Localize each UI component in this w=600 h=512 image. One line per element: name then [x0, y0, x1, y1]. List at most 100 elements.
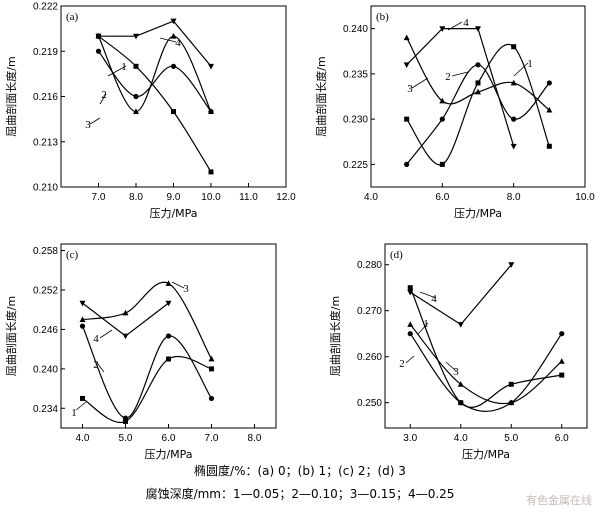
y-tick-label: 0.225: [343, 160, 368, 171]
x-tick-label: 5.0: [119, 433, 133, 444]
series-2-label: 2: [101, 89, 107, 101]
series-2-point: [559, 331, 565, 337]
x-tick-label: 3.0: [403, 433, 417, 444]
series-3-point: [439, 97, 446, 104]
x-tick-label: 10.0: [201, 192, 221, 203]
series-1-point: [123, 418, 128, 424]
series-4-point: [439, 26, 446, 32]
series-3-point: [546, 106, 553, 113]
y-tick-label: 0.240: [33, 364, 58, 375]
series-1-point: [475, 80, 481, 86]
y-tick-label: 0.219: [33, 47, 58, 58]
series-1-leader: [513, 62, 529, 77]
series-2-point: [546, 80, 552, 86]
series-4-point: [79, 300, 86, 307]
x-tick-label: 4.0: [364, 192, 378, 203]
series-3-point: [510, 79, 517, 86]
y-tick-label: 0.213: [33, 137, 58, 148]
y-tick-label: 0.250: [357, 398, 382, 409]
watermark: 有色金属在线: [526, 494, 592, 507]
y-tick-label: 0.216: [33, 92, 58, 103]
x-axis-label: 压力/MPa: [144, 448, 192, 461]
series-2-line: [81, 325, 212, 419]
series-4-line: [406, 28, 515, 147]
x-axis-label: 压力/MPa: [149, 207, 197, 220]
x-tick-label: 5.0: [504, 433, 518, 444]
series-4-point: [475, 26, 481, 32]
panel-label: (a): [66, 11, 79, 23]
series-2-point: [511, 116, 517, 122]
series-4-leader: [99, 329, 113, 339]
panel-d: 3.0 4.0 5.0 6.0 0.250 0.260 0.270 0.280 压力/MPa 屈曲…: [328, 243, 588, 461]
y-tick-label: 0.235: [343, 69, 368, 80]
plot-frame: [384, 243, 588, 429]
series-3-line: [409, 324, 563, 405]
y-axis-label: 屈曲剖面长度/m: [314, 56, 328, 136]
series-4-leader: [159, 37, 177, 43]
x-tick-label: 9.0: [167, 192, 181, 203]
series-4-point: [403, 62, 410, 69]
series-1-point: [209, 366, 214, 372]
series-1-line: [409, 287, 562, 408]
series-2-point: [95, 48, 102, 54]
series-3-point: [208, 355, 215, 362]
series-1-point: [511, 44, 517, 50]
series-1-point: [508, 381, 514, 387]
series-4-point: [165, 300, 172, 307]
series-3-point: [403, 34, 410, 41]
x-axis-label: 压力/MPa: [462, 448, 510, 461]
series-4-label: 4: [93, 333, 99, 345]
series-3-label: 3: [453, 366, 459, 378]
series-1-point: [439, 161, 445, 167]
series-4-line: [409, 264, 512, 326]
panel-a: 7.0 8.0 9.0 10.0 11.0 12.0 0.210 0.213 0.216 0.21…: [4, 2, 296, 221]
y-tick-label: 0.246: [33, 325, 58, 336]
series-2-leader: [97, 363, 105, 373]
series-1-point: [559, 372, 565, 378]
series-3-point: [122, 309, 129, 316]
series-1-line: [98, 35, 212, 173]
y-tick-label: 0.258: [33, 246, 58, 257]
series-2-point: [170, 63, 177, 69]
series-1-point: [546, 143, 552, 149]
series-2-point: [407, 331, 413, 337]
series-3-leader: [411, 77, 429, 89]
series-1-point: [404, 116, 410, 122]
series-2-point: [165, 333, 172, 339]
series-2-point: [133, 93, 139, 100]
x-tick-label: 12.0: [276, 192, 296, 203]
y-tick-label: 0.280: [357, 260, 382, 271]
plot-frame: [370, 5, 586, 188]
series-1-point: [133, 63, 139, 69]
series-3-point: [457, 381, 464, 387]
x-tick-label: 10.0: [575, 192, 595, 203]
series-2-label: 2: [93, 359, 99, 371]
series-2-point: [475, 62, 481, 68]
series-2-point: [404, 161, 410, 167]
series-3-point: [165, 280, 172, 286]
x-tick-label: 8.0: [129, 192, 143, 203]
y-tick-label: 0.260: [357, 352, 382, 363]
series-1-line: [82, 355, 212, 424]
series-4-line: [98, 20, 212, 67]
series-2-label: 2: [445, 71, 451, 83]
series-4-point: [407, 289, 414, 296]
series-2-point: [208, 395, 215, 402]
series-2-point: [458, 400, 464, 406]
series-3-point: [508, 399, 515, 406]
series-4-point: [95, 33, 102, 40]
panel-label: (c): [66, 249, 79, 261]
series-3-point: [558, 358, 565, 364]
x-tick-label: 7.0: [92, 192, 106, 203]
series-3-leader: [445, 361, 457, 372]
y-tick-label: 0.270: [357, 306, 382, 317]
series-4-point: [122, 333, 129, 340]
series-3-point: [208, 108, 214, 114]
series-2-leader: [99, 93, 107, 105]
series-3-label: 3: [85, 119, 91, 131]
series-2-leader: [451, 71, 469, 77]
series-2-point: [122, 415, 129, 421]
panel-b: 4.0 6.0 8.0 10.0 0.225 0.230 0.235 0.240 压力/MPa 屈…: [314, 5, 595, 220]
y-tick-label: 0.252: [33, 286, 58, 297]
